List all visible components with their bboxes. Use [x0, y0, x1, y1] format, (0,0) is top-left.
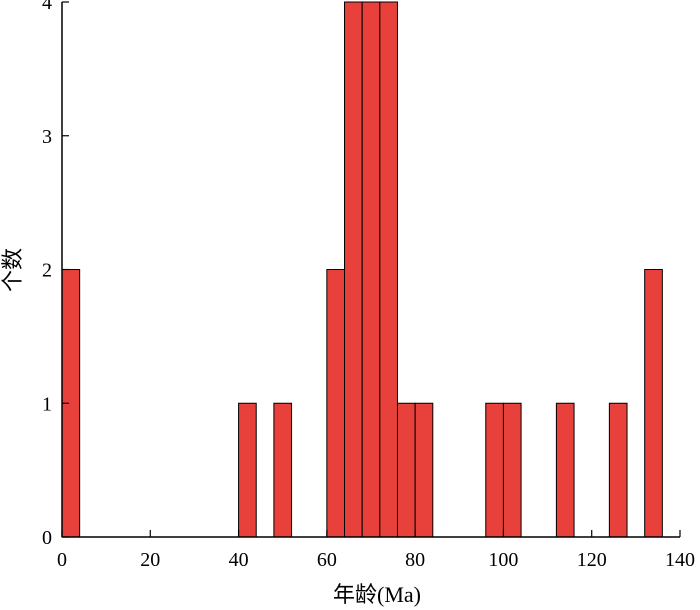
x-tick-label: 100 [488, 549, 518, 571]
histogram-bar-2 [273, 402, 293, 538]
histogram-bar-7 [396, 402, 416, 538]
histogram-bar-9 [485, 402, 504, 538]
histogram-bar-1 [238, 402, 257, 538]
x-tick-label: 20 [140, 549, 160, 571]
histogram-bar-5 [361, 1, 381, 538]
x-tick-label: 60 [317, 549, 337, 571]
bars-group [61, 1, 663, 538]
histogram-bar-3 [326, 269, 346, 538]
x-axis-title: 年龄(Ma) [333, 582, 421, 607]
x-tick-label: 120 [577, 549, 607, 571]
ticks-group: 0 20 40 60 80 100 120 140 0 1 2 3 4 [42, 0, 695, 571]
histogram-bar-12 [608, 402, 628, 538]
histogram-bar-4 [344, 1, 363, 538]
y-tick-label: 1 [42, 393, 52, 415]
histogram-bar-11 [555, 402, 575, 538]
y-tick-label: 2 [42, 260, 52, 282]
x-tick-label: 0 [57, 549, 67, 571]
x-tick-label: 40 [229, 549, 249, 571]
y-tick-label: 3 [42, 126, 52, 148]
y-axis-title: 个数 [0, 248, 25, 292]
y-tick-label: 0 [42, 527, 52, 549]
y-tick-label: 4 [42, 0, 52, 14]
histogram-bar-13 [644, 269, 663, 538]
x-tick-label: 140 [665, 549, 695, 571]
histogram-bar-8 [414, 402, 434, 538]
x-tick-label: 80 [405, 549, 425, 571]
histogram-bar-6 [379, 1, 398, 538]
histogram-bar-10 [502, 402, 522, 538]
